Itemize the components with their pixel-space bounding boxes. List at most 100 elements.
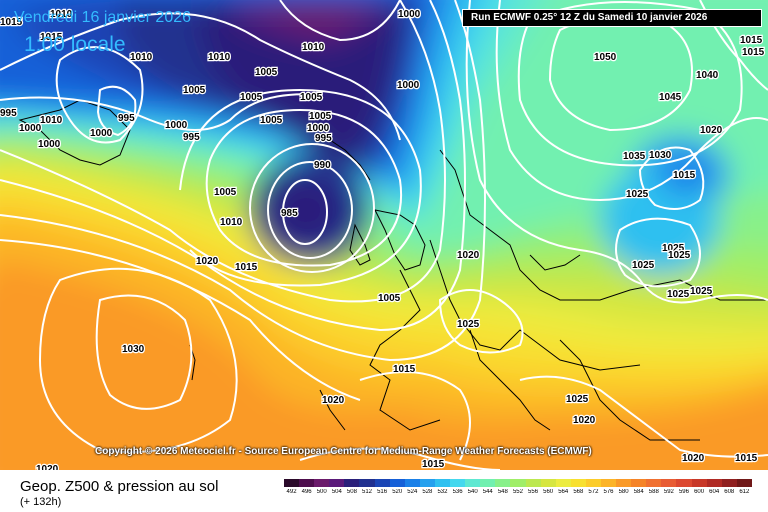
isobar-label: 1020 xyxy=(700,125,723,136)
isobar-label: 1025 xyxy=(566,394,589,405)
color-swatch xyxy=(284,479,300,487)
color-scale-label: 548 xyxy=(497,489,508,495)
isobar-label: 1050 xyxy=(594,52,617,63)
isobar-label: 1010 xyxy=(130,52,153,63)
color-swatch xyxy=(736,479,752,487)
isobar-label: 1005 xyxy=(214,187,237,198)
color-scale-label: 496 xyxy=(301,489,312,495)
color-swatch xyxy=(404,479,420,487)
color-scale-label: 604 xyxy=(709,489,720,495)
parameter-name: Geop. Z500 & pression au sol xyxy=(20,478,219,495)
color-scale-label: 572 xyxy=(588,489,599,495)
color-scale-label: 592 xyxy=(663,489,674,495)
color-scale-label: 580 xyxy=(618,489,629,495)
color-swatch xyxy=(510,479,526,487)
color-scale-label: 568 xyxy=(573,489,584,495)
color-swatch xyxy=(374,479,390,487)
isobar-label: 1015 xyxy=(735,453,758,464)
color-swatch xyxy=(631,479,647,487)
color-swatch xyxy=(585,479,601,487)
isobar-label: 1000 xyxy=(307,123,330,134)
color-scale-label: 508 xyxy=(346,489,357,495)
color-scale-labels: 492 496 500 504 508 512 516 520 524 528 532 536 540 5… xyxy=(284,489,752,499)
color-swatch xyxy=(344,479,360,487)
isobar-label: 1030 xyxy=(122,344,145,355)
isobar-label: 1015 xyxy=(393,364,416,375)
isobar-label: 1015 xyxy=(235,262,258,273)
isobar-label: 1025 xyxy=(457,319,480,330)
isobar-label: 985 xyxy=(281,208,298,219)
isobar-label: 1035 xyxy=(623,151,646,162)
color-swatch xyxy=(314,479,330,487)
isobar-label: 1000 xyxy=(397,80,420,91)
isobar-label: 1000 xyxy=(19,123,42,134)
isobar-label: 1000 xyxy=(398,9,421,20)
lead-time: (+ 132h) xyxy=(20,496,62,508)
isobar-label: 1040 xyxy=(696,70,719,81)
color-scale-label: 556 xyxy=(528,489,539,495)
color-swatch xyxy=(495,479,511,487)
color-swatch xyxy=(419,479,435,487)
isobar-label: 1025 xyxy=(626,189,649,200)
copyright-notice: Copyright © 2026 Meteociel.fr - Source E… xyxy=(95,446,592,457)
color-scale-label: 612 xyxy=(739,489,750,495)
color-scale-label: 532 xyxy=(437,489,448,495)
isobar-label: 1025 xyxy=(632,260,655,271)
color-scale-label: 560 xyxy=(543,489,554,495)
color-swatch xyxy=(721,479,737,487)
color-swatch xyxy=(329,479,345,487)
isobar-label: 1015 xyxy=(0,17,23,28)
color-swatch xyxy=(691,479,707,487)
isobars xyxy=(0,0,768,470)
color-swatch xyxy=(540,479,556,487)
isobar-label: 1045 xyxy=(659,92,682,103)
isobar-label: 1015 xyxy=(673,170,696,181)
isobar-label: 1020 xyxy=(573,415,596,426)
isobar-label: 1015 xyxy=(40,32,63,43)
isobar-label: 1000 xyxy=(38,139,61,150)
isobar-label: 1025 xyxy=(667,289,690,300)
isobar-label: 990 xyxy=(314,160,331,171)
color-scale-label: 584 xyxy=(633,489,644,495)
isobar-labels: 1010 1015 1010 1010 1010 1000 995 1010 1… xyxy=(0,8,766,470)
isobar-label: 1000 xyxy=(165,120,188,131)
isobar-label: 1005 xyxy=(255,67,278,78)
weather-map: 1010 1015 1010 1010 1010 1000 995 1010 1… xyxy=(0,0,768,470)
color-scale-label: 524 xyxy=(407,489,418,495)
color-swatch xyxy=(299,479,315,487)
forecast-time-title: 1:00 locale xyxy=(24,33,126,56)
color-scale-label: 540 xyxy=(467,489,478,495)
isobar-label: 1010 xyxy=(40,115,63,126)
isobar-label: 1020 xyxy=(36,464,59,470)
isobar-label: 1015 xyxy=(740,35,763,46)
isobar-label: 995 xyxy=(118,113,135,124)
isobar-label: 1005 xyxy=(300,92,323,103)
isobar-label: 1010 xyxy=(302,42,325,53)
isobar-label: 1020 xyxy=(682,453,705,464)
color-scale-label: 512 xyxy=(362,489,373,495)
color-swatch xyxy=(600,479,617,487)
color-scale-label: 536 xyxy=(452,489,463,495)
color-scale-label: 528 xyxy=(422,489,433,495)
color-scale-label: 492 xyxy=(286,489,297,495)
color-swatch xyxy=(555,479,571,487)
isobar-label: 1010 xyxy=(220,217,243,228)
color-swatch xyxy=(434,479,451,487)
isobar-label: 1025 xyxy=(662,243,685,254)
isobar-label: 1005 xyxy=(183,85,206,96)
color-scale-label: 600 xyxy=(694,489,705,495)
color-scale-label: 544 xyxy=(482,489,493,495)
color-swatch xyxy=(359,479,375,487)
color-scale-label: 588 xyxy=(648,489,659,495)
isobar-label: 1015 xyxy=(422,459,445,470)
isobar-label: 1005 xyxy=(309,111,332,122)
color-scale-label: 504 xyxy=(331,489,342,495)
color-swatch xyxy=(661,479,677,487)
color-scale-label: 576 xyxy=(603,489,614,495)
isobar-label: 1030 xyxy=(649,150,672,161)
color-scale-label: 564 xyxy=(558,489,569,495)
color-scale-label: 552 xyxy=(512,489,523,495)
color-scale xyxy=(284,479,752,487)
color-swatch xyxy=(450,479,466,487)
isobar-label: 1005 xyxy=(240,92,263,103)
